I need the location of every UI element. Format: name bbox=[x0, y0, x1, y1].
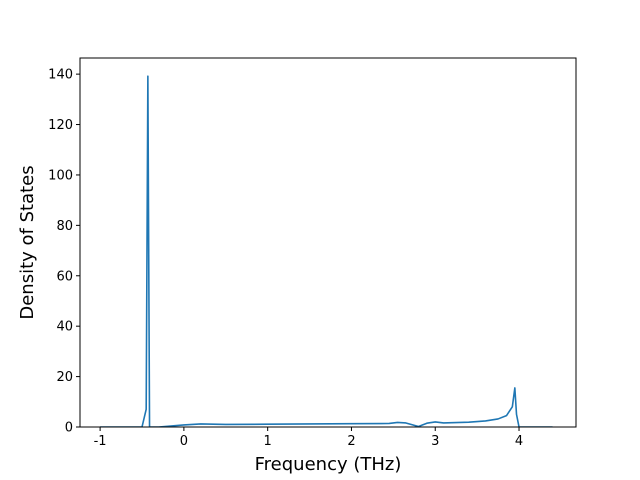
x-tick-label: 1 bbox=[264, 434, 272, 449]
y-tick-label: 80 bbox=[56, 219, 73, 234]
y-tick-label: 120 bbox=[48, 118, 73, 133]
y-tick-label: 20 bbox=[56, 370, 73, 385]
y-tick-label: 60 bbox=[56, 269, 73, 284]
y-tick-label: 140 bbox=[48, 68, 73, 83]
x-tick-label: 0 bbox=[180, 434, 188, 449]
x-tick-label: 2 bbox=[347, 434, 355, 449]
y-tick-label: 0 bbox=[65, 421, 73, 436]
x-tick-label: 3 bbox=[431, 434, 439, 449]
plot-frame bbox=[79, 57, 577, 428]
x-tick-label: 4 bbox=[515, 434, 523, 449]
x-axis-label: Frequency (THz) bbox=[255, 454, 402, 475]
y-tick-label: 40 bbox=[56, 320, 73, 335]
line bbox=[100, 75, 553, 427]
y-tick-label: 100 bbox=[48, 168, 73, 183]
x-tick-label: -1 bbox=[94, 434, 107, 449]
y-axis-label: Density of States bbox=[17, 165, 38, 319]
